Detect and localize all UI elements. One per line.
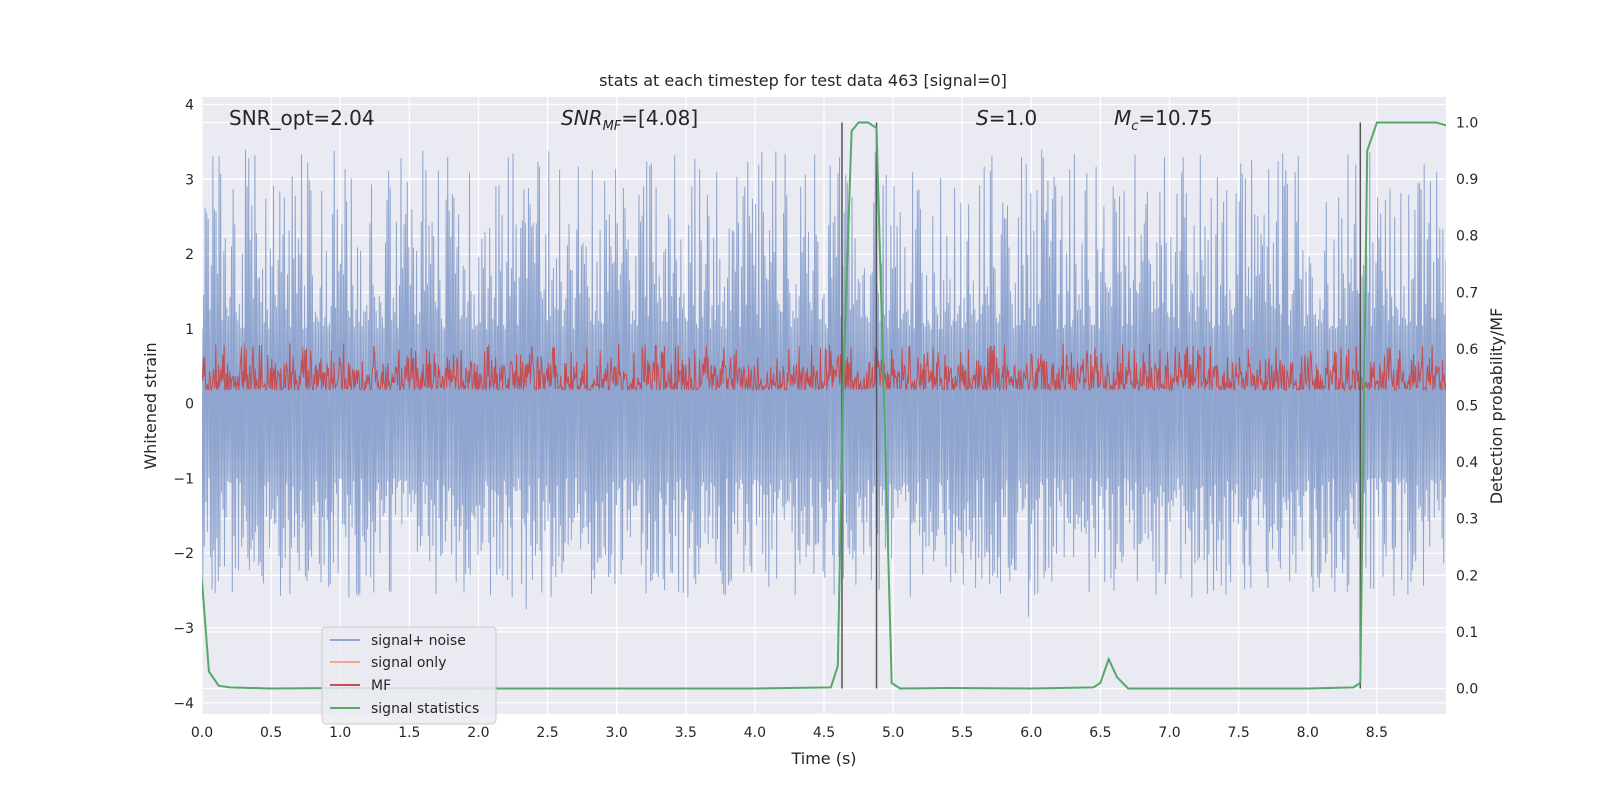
x-tick-label: 2.5 <box>536 725 558 741</box>
y-right-tick-label: 0.2 <box>1456 568 1478 584</box>
s-val: =1.0 <box>989 106 1038 130</box>
x-tick-label: 7.0 <box>1158 725 1180 741</box>
y-right-tick-label: 0.7 <box>1456 285 1478 301</box>
y-axis-right-ticks: 0.0 0.1 0.2 0.3 0.4 0.5 0.6 0.7 0.8 0.9 1.0 <box>1456 115 1478 697</box>
legend-label-mf: MF <box>371 678 391 694</box>
x-tick-label: 4.0 <box>744 725 766 741</box>
x-tick-label: 5.0 <box>882 725 904 741</box>
x-tick-label: 3.0 <box>606 725 628 741</box>
y-right-tick-label: 0.8 <box>1456 229 1478 245</box>
y-axis-left-ticks: −4 −3 −2 −1 0 1 2 3 4 <box>173 97 194 711</box>
y-left-tick-label: −1 <box>173 471 194 487</box>
x-axis-label: Time (s) <box>790 749 856 768</box>
y-left-tick-label: 2 <box>185 247 194 263</box>
s-var: S <box>976 106 989 130</box>
x-tick-label: 3.5 <box>675 725 697 741</box>
x-tick-label: 5.5 <box>951 725 973 741</box>
x-tick-label: 1.5 <box>398 725 420 741</box>
annotation-mc: Mc=10.75 <box>1114 106 1212 134</box>
y-right-tick-label: 0.9 <box>1456 172 1478 188</box>
annotation-snr-opt: SNR_opt=2.04 <box>229 106 375 130</box>
snr-mf-sub: MF <box>603 119 622 134</box>
chart-title: stats at each timestep for test data 463… <box>599 71 1007 90</box>
legend-label-signal-noise: signal+ noise <box>371 633 466 649</box>
annotation-s: S=1.0 <box>976 106 1037 130</box>
y-axis-left-label: Whitened strain <box>141 342 160 469</box>
mc-val: =10.75 <box>1138 106 1212 130</box>
y-left-tick-label: 4 <box>185 97 194 113</box>
x-tick-label: 8.5 <box>1366 725 1388 741</box>
x-tick-label: 4.5 <box>813 725 835 741</box>
snr-mf-tail: =[4.08] <box>621 106 698 130</box>
x-tick-label: 6.0 <box>1020 725 1042 741</box>
snr-mf-main: SNR <box>561 106 603 130</box>
legend-box <box>321 626 497 725</box>
series-signal-noise <box>202 149 1446 617</box>
annotation-snr-mf: SNRMF=[4.08] <box>561 106 698 134</box>
y-left-tick-label: 3 <box>185 172 194 188</box>
x-tick-label: 2.0 <box>467 725 489 741</box>
y-right-tick-label: 0.1 <box>1456 625 1478 641</box>
y-left-tick-label: 1 <box>185 322 194 338</box>
y-right-tick-label: 0.5 <box>1456 399 1478 415</box>
legend-label-signal-statistics: signal statistics <box>371 701 479 717</box>
x-tick-label: 6.5 <box>1089 725 1111 741</box>
x-tick-label: 7.5 <box>1228 725 1250 741</box>
mc-sub: c <box>1131 119 1138 134</box>
series-mf <box>202 343 1446 392</box>
y-axis-right-label: Detection probability/MF <box>1487 308 1506 505</box>
y-right-tick-label: 0.3 <box>1456 512 1478 528</box>
x-tick-label: 1.0 <box>329 725 351 741</box>
y-right-tick-label: 0.6 <box>1456 342 1478 358</box>
mc-var: M <box>1114 106 1131 130</box>
x-tick-label: 0.5 <box>260 725 282 741</box>
x-axis-ticks: 0.0 0.5 1.0 1.5 2.0 2.5 3.0 3.5 4.0 4.5 5.0 5.5 6.0 6… <box>191 725 1388 741</box>
x-tick-label: 8.0 <box>1297 725 1319 741</box>
y-left-tick-label: −2 <box>173 546 194 562</box>
y-left-tick-label: −3 <box>173 621 194 637</box>
y-right-tick-label: 0.0 <box>1456 682 1478 698</box>
y-right-tick-label: 0.4 <box>1456 455 1478 471</box>
x-tick-label: 0.0 <box>191 725 213 741</box>
legend: signal+ noise signal only MF signal stat… <box>321 626 497 725</box>
y-left-tick-label: 0 <box>185 397 194 413</box>
y-left-tick-label: −4 <box>173 696 194 712</box>
legend-label-signal-only: signal only <box>371 655 446 671</box>
y-right-tick-label: 1.0 <box>1456 115 1478 131</box>
